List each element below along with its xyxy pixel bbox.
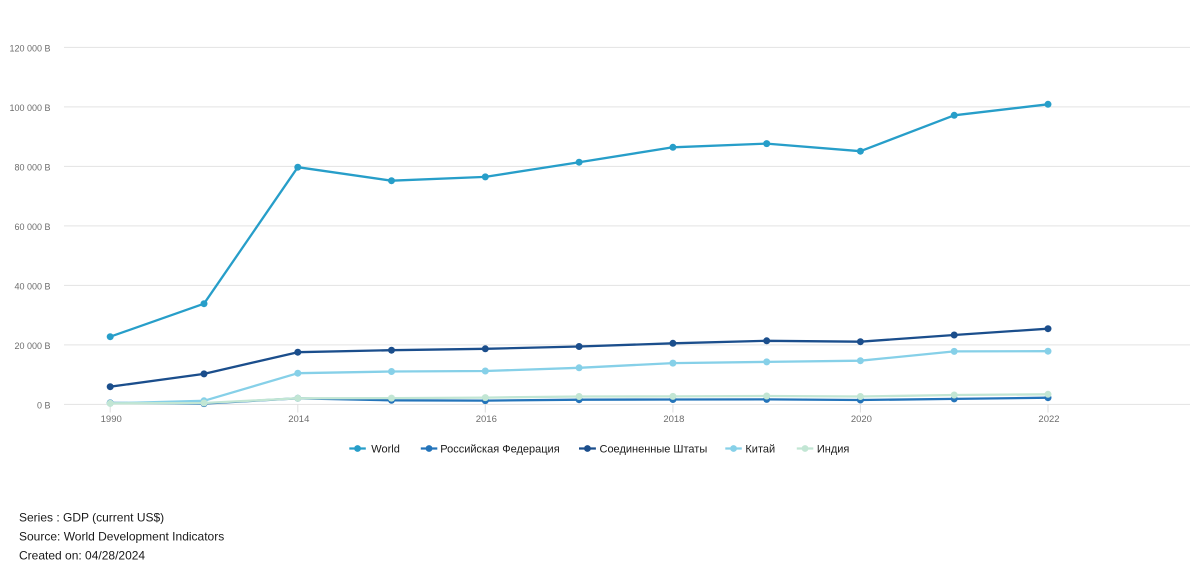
svg-text:40 000 B: 40 000 B bbox=[14, 281, 50, 291]
svg-text:100 000 B: 100 000 B bbox=[9, 103, 50, 113]
svg-text:World: World bbox=[371, 444, 400, 456]
svg-text:2018: 2018 bbox=[663, 414, 684, 425]
svg-text:2014: 2014 bbox=[288, 414, 309, 425]
svg-text:Индия: Индия bbox=[817, 444, 850, 456]
svg-text:Китай: Китай bbox=[745, 444, 775, 456]
svg-text:Российская Федерация: Российская Федерация bbox=[440, 444, 559, 456]
svg-text:20 000 B: 20 000 B bbox=[14, 341, 50, 351]
svg-text:60 000 B: 60 000 B bbox=[14, 222, 50, 232]
svg-text:2016: 2016 bbox=[476, 414, 497, 425]
svg-text:Created on: 04/28/2024: Created on: 04/28/2024 bbox=[19, 549, 145, 563]
svg-text:Соединенные Штаты: Соединенные Штаты bbox=[600, 444, 708, 456]
svg-text:2020: 2020 bbox=[851, 414, 872, 425]
svg-text:120 000 B: 120 000 B bbox=[9, 43, 50, 53]
svg-text:2022: 2022 bbox=[1038, 414, 1059, 425]
svg-text:80 000 B: 80 000 B bbox=[14, 162, 50, 172]
svg-text:1990: 1990 bbox=[101, 414, 122, 425]
svg-text:Series : GDP (current US$): Series : GDP (current US$) bbox=[19, 511, 164, 525]
svg-text:Source: World Development Indi: Source: World Development Indicators bbox=[19, 530, 224, 544]
svg-text:0 B: 0 B bbox=[37, 400, 51, 410]
